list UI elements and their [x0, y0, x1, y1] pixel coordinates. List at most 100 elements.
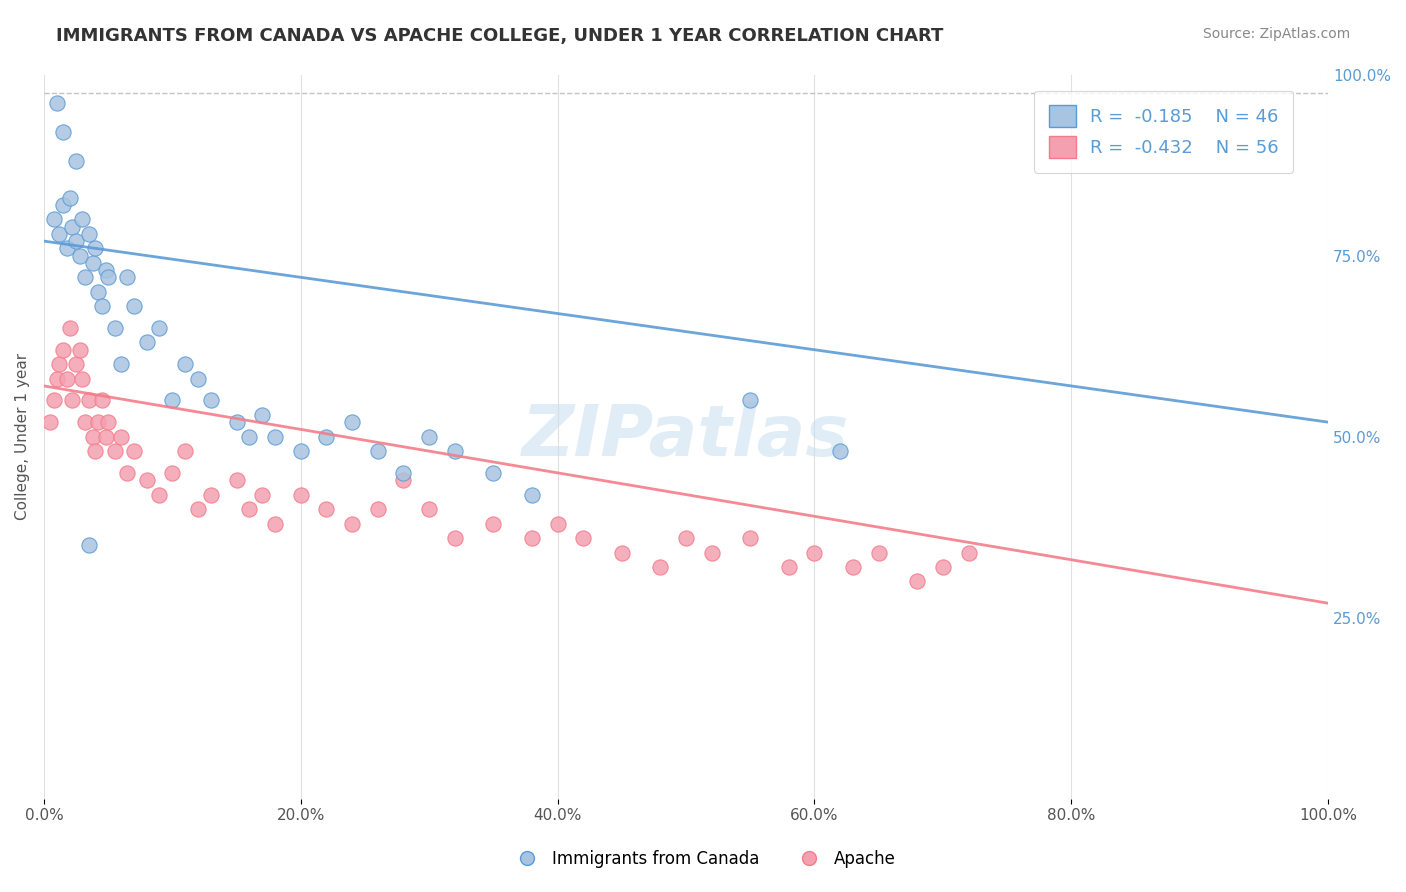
- Text: IMMIGRANTS FROM CANADA VS APACHE COLLEGE, UNDER 1 YEAR CORRELATION CHART: IMMIGRANTS FROM CANADA VS APACHE COLLEGE…: [56, 27, 943, 45]
- Point: [56, 372, 79, 386]
- Point: [315, 502, 337, 516]
- Point: [84, 444, 107, 458]
- Point: [905, 574, 928, 589]
- Point: [842, 560, 865, 574]
- Point: [225, 473, 247, 487]
- Point: [44, 393, 66, 408]
- Point: [740, 531, 762, 545]
- Point: [392, 466, 415, 480]
- Point: [367, 444, 389, 458]
- Point: [482, 516, 505, 531]
- Point: [340, 516, 363, 531]
- Point: [610, 545, 633, 559]
- Point: [803, 545, 825, 559]
- Point: [135, 335, 157, 350]
- Point: [73, 270, 96, 285]
- Point: [830, 444, 852, 458]
- Point: [94, 430, 117, 444]
- Point: [58, 321, 80, 335]
- Point: [87, 415, 110, 429]
- Point: [868, 545, 890, 559]
- Point: [117, 466, 139, 480]
- Point: [187, 372, 209, 386]
- Point: [290, 444, 312, 458]
- Point: [84, 241, 107, 255]
- Point: [520, 487, 543, 501]
- Point: [110, 430, 132, 444]
- Point: [52, 125, 75, 139]
- Legend: Immigrants from Canada, Apache: Immigrants from Canada, Apache: [503, 844, 903, 875]
- Point: [48, 357, 70, 371]
- Point: [572, 531, 595, 545]
- Text: Source: ZipAtlas.com: Source: ZipAtlas.com: [1202, 27, 1350, 41]
- Point: [135, 473, 157, 487]
- Point: [340, 415, 363, 429]
- Point: [315, 430, 337, 444]
- Point: [547, 516, 569, 531]
- Point: [200, 393, 222, 408]
- Point: [122, 299, 145, 313]
- Point: [392, 473, 415, 487]
- Point: [482, 466, 505, 480]
- Point: [45, 372, 67, 386]
- Point: [162, 393, 184, 408]
- Point: [290, 487, 312, 501]
- Point: [65, 154, 87, 169]
- Y-axis label: College, Under 1 year: College, Under 1 year: [15, 353, 30, 520]
- Point: [52, 343, 75, 357]
- Point: [56, 241, 79, 255]
- Point: [932, 560, 955, 574]
- Point: [94, 263, 117, 277]
- Point: [77, 393, 100, 408]
- Point: [65, 234, 87, 248]
- Point: [87, 285, 110, 299]
- Point: [103, 321, 125, 335]
- Point: [675, 531, 697, 545]
- Point: [250, 487, 273, 501]
- Point: [60, 393, 83, 408]
- Point: [122, 444, 145, 458]
- Point: [97, 270, 120, 285]
- Point: [97, 415, 120, 429]
- Point: [174, 444, 197, 458]
- Point: [740, 393, 762, 408]
- Point: [957, 545, 980, 559]
- Point: [238, 502, 260, 516]
- Point: [148, 487, 170, 501]
- Point: [103, 444, 125, 458]
- Point: [77, 538, 100, 552]
- Point: [238, 430, 260, 444]
- Text: ZIPatlas: ZIPatlas: [522, 402, 849, 471]
- Point: [82, 430, 104, 444]
- Point: [418, 430, 440, 444]
- Point: [250, 408, 273, 422]
- Point: [90, 299, 112, 313]
- Point: [110, 357, 132, 371]
- Point: [72, 212, 94, 227]
- Point: [444, 531, 467, 545]
- Point: [148, 321, 170, 335]
- Point: [69, 249, 91, 263]
- Point: [82, 256, 104, 270]
- Point: [69, 343, 91, 357]
- Point: [44, 212, 66, 227]
- Point: [200, 487, 222, 501]
- Point: [90, 393, 112, 408]
- Point: [264, 516, 287, 531]
- Point: [39, 415, 62, 429]
- Point: [48, 227, 70, 241]
- Point: [52, 198, 75, 212]
- Point: [367, 502, 389, 516]
- Point: [700, 545, 723, 559]
- Point: [225, 415, 247, 429]
- Point: [162, 466, 184, 480]
- Point: [444, 444, 467, 458]
- Point: [60, 219, 83, 234]
- Point: [174, 357, 197, 371]
- Point: [65, 357, 87, 371]
- Point: [418, 502, 440, 516]
- Point: [264, 430, 287, 444]
- Point: [187, 502, 209, 516]
- Point: [58, 191, 80, 205]
- Point: [72, 372, 94, 386]
